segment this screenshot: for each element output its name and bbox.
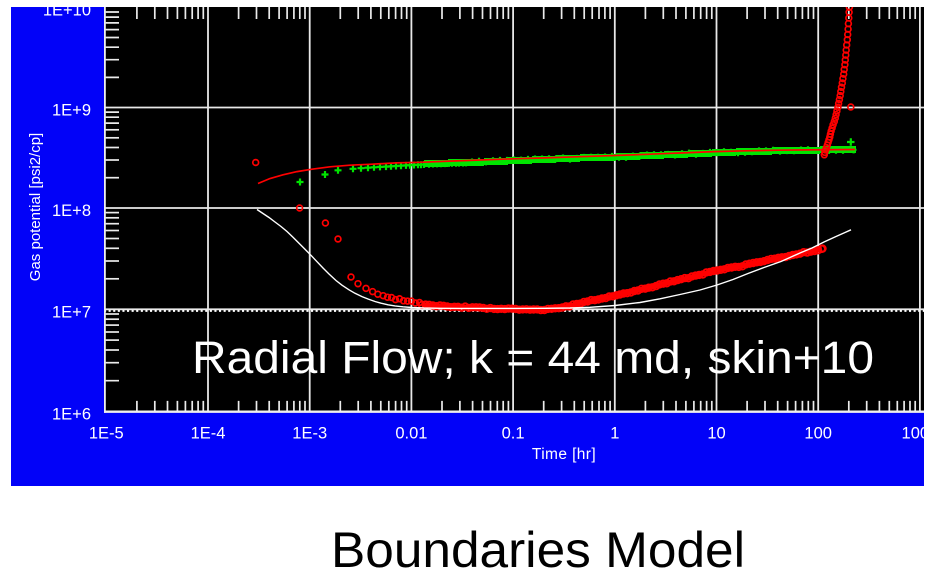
svg-text:1E+6: 1E+6: [52, 406, 91, 424]
svg-text:1E-3: 1E-3: [292, 425, 327, 443]
svg-text:1E-5: 1E-5: [89, 425, 124, 443]
svg-text:Radial Flow; k = 44 md, skin+1: Radial Flow; k = 44 md, skin+10: [192, 332, 874, 383]
svg-text:0.01: 0.01: [395, 425, 427, 443]
svg-text:Boundaries Model: Boundaries Model: [331, 522, 745, 578]
svg-text:1E+9: 1E+9: [52, 102, 91, 120]
svg-text:0.1: 0.1: [502, 425, 525, 443]
svg-text:1E+10: 1E+10: [43, 2, 91, 20]
svg-text:1E+8: 1E+8: [52, 202, 91, 220]
svg-text:Gas potential [psi2/cp]: Gas potential [psi2/cp]: [27, 133, 44, 281]
svg-text:1000: 1000: [902, 425, 931, 443]
svg-text:1: 1: [610, 425, 619, 443]
svg-text:10: 10: [707, 425, 725, 443]
svg-text:Time [hr]: Time [hr]: [532, 446, 596, 463]
svg-text:100: 100: [804, 425, 832, 443]
svg-text:1E+7: 1E+7: [52, 304, 91, 322]
svg-text:1E-4: 1E-4: [191, 425, 226, 443]
